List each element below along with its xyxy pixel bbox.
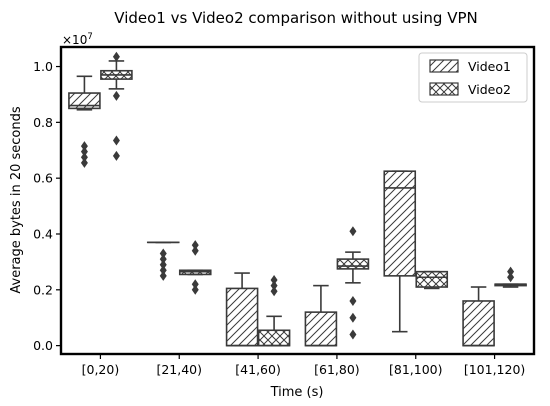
box-video1 — [383, 170, 417, 277]
outlier-point-video1 — [80, 157, 88, 168]
y-tick-label: 1.0 — [33, 59, 53, 74]
x-tick-label: [41,60) — [235, 362, 281, 377]
chart-title: Video1 vs Video2 comparison without usin… — [114, 9, 477, 27]
outlier-point-video1 — [159, 270, 167, 281]
outlier-point-video2 — [112, 135, 120, 146]
box-video2 — [257, 329, 291, 347]
y-tick-label: 0.2 — [33, 282, 53, 297]
outlier-point-video2 — [191, 279, 199, 290]
outlier-point-video2 — [507, 266, 515, 277]
x-tick-label: [61,80) — [314, 362, 360, 377]
box-video1 — [68, 92, 101, 110]
outlier-point-video2 — [349, 329, 357, 340]
outlier-point-video1 — [80, 141, 88, 152]
outlier-point-video2 — [112, 150, 120, 161]
outlier-point-video2 — [349, 226, 357, 237]
x-tick-label: [101,120) — [464, 362, 525, 377]
outlier-point-video2 — [507, 272, 515, 283]
y-tick-label: 0.8 — [33, 115, 53, 130]
outlier-point-video2 — [112, 51, 120, 62]
outlier-point-video2 — [270, 280, 278, 291]
outlier-point-video1 — [80, 152, 88, 163]
y-tick-label: 0.6 — [33, 171, 53, 186]
box-video1 — [304, 311, 338, 347]
box-video2 — [415, 270, 449, 288]
y-scale-factor: ×107 — [62, 32, 93, 47]
y-axis-label: Average bytes in 20 seconds — [9, 106, 24, 293]
y-tick-label: 0.4 — [33, 226, 53, 241]
legend: Video1 Video2 — [418, 52, 528, 103]
box-video1 — [462, 300, 495, 347]
outlier-point-video2 — [270, 286, 278, 297]
outlier-point-video2 — [191, 284, 199, 295]
outlier-point-video2 — [349, 312, 357, 323]
x-axis-label: Time (s) — [270, 385, 324, 400]
legend-swatch-video1 — [429, 59, 459, 73]
outlier-point-video2 — [191, 245, 199, 256]
outlier-point-video1 — [159, 259, 167, 270]
x-tick-label: [0,20) — [82, 362, 120, 377]
outlier-point-video2 — [191, 240, 199, 251]
outlier-point-video2 — [112, 90, 120, 101]
box-video2 — [336, 258, 370, 270]
outlier-point-video1 — [159, 265, 167, 276]
plot-area: 0.0 0.2 0.4 0.6 0.8 1.0 [0,20) [21,40) [41,60) [6… — [33, 51, 527, 377]
legend-swatch-video2 — [429, 82, 459, 96]
outlier-point-video1 — [159, 248, 167, 259]
outlier-point-video1 — [80, 146, 88, 157]
y-tick-label: 0.0 — [33, 338, 53, 353]
outlier-point-video2 — [349, 295, 357, 306]
legend-label-video2: Video2 — [468, 82, 511, 97]
x-tick-label: [21,40) — [156, 362, 202, 377]
box-video1 — [225, 287, 259, 347]
outlier-point-video2 — [270, 275, 278, 286]
x-tick-label: [81,100) — [389, 362, 443, 377]
legend-label-video1: Video1 — [468, 59, 511, 74]
outlier-point-video1 — [159, 254, 167, 265]
plot-frame — [59, 45, 536, 356]
